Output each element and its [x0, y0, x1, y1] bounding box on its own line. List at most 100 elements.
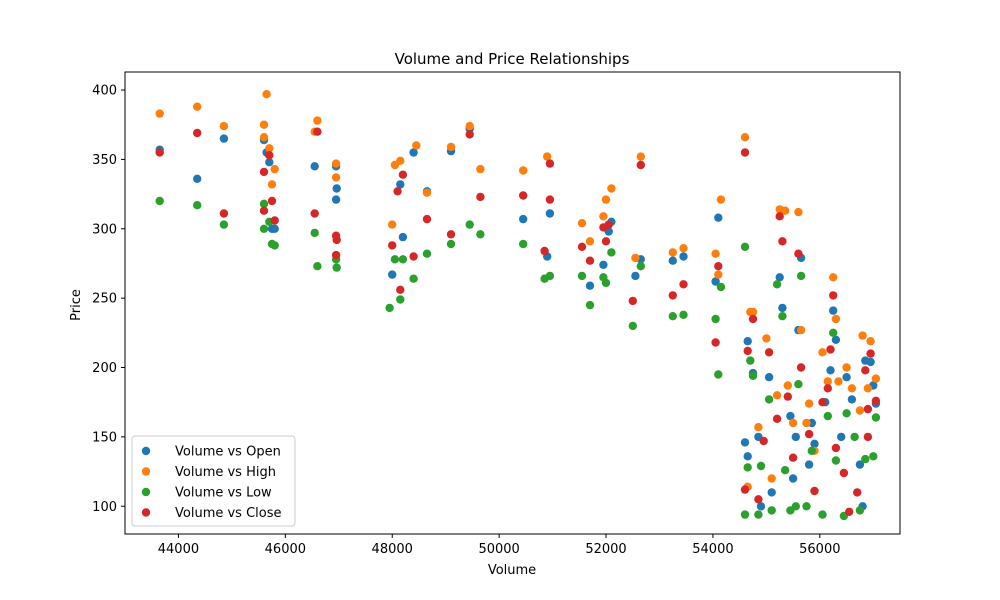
data-point	[842, 363, 851, 372]
data-point	[679, 244, 688, 253]
x-tick-label: 56000	[799, 542, 840, 557]
data-point	[628, 296, 637, 306]
data-point	[446, 230, 456, 239]
data-point	[762, 334, 771, 343]
data-point	[545, 159, 555, 168]
data-point	[601, 195, 611, 204]
data-point	[804, 460, 814, 469]
data-point	[826, 345, 835, 354]
y-tick-label: 400	[92, 84, 117, 99]
data-point	[823, 411, 832, 421]
data-point	[855, 506, 865, 515]
legend-label: Volume vs Close	[175, 506, 282, 521]
data-point	[465, 130, 474, 139]
data-point	[465, 220, 474, 229]
data-point	[577, 271, 587, 281]
data-point	[390, 255, 400, 264]
data-point	[393, 187, 402, 196]
data-point	[754, 510, 763, 519]
x-axis-title: Volume	[488, 563, 536, 578]
data-point	[631, 253, 640, 263]
data-point	[631, 271, 640, 281]
data-point	[772, 280, 782, 289]
legend-marker	[141, 487, 151, 497]
data-point	[331, 250, 341, 260]
data-point	[636, 262, 645, 271]
data-point	[829, 328, 838, 337]
data-point	[519, 214, 528, 224]
data-point	[866, 357, 875, 367]
data-point	[270, 224, 279, 233]
data-point	[866, 349, 875, 358]
data-point	[775, 212, 784, 221]
data-point	[767, 488, 776, 497]
legend-label: Volume vs Low	[175, 486, 272, 501]
x-tick-label: 50000	[478, 542, 519, 557]
data-point	[796, 271, 806, 281]
data-point	[259, 206, 269, 215]
data-point	[855, 406, 865, 415]
data-point	[711, 314, 720, 324]
data-point	[604, 220, 613, 229]
data-point	[791, 432, 800, 442]
data-point	[714, 370, 723, 379]
data-point	[796, 363, 806, 372]
data-point	[262, 90, 271, 99]
data-point	[332, 184, 341, 193]
data-point	[265, 144, 274, 153]
data-point	[388, 270, 397, 279]
data-point	[740, 485, 750, 494]
data-point	[388, 220, 397, 229]
data-point	[388, 241, 397, 250]
data-point	[585, 256, 595, 265]
x-tick-label: 48000	[372, 542, 413, 557]
data-point	[754, 423, 763, 432]
y-axis-title: Price	[69, 289, 84, 321]
data-point	[409, 252, 418, 261]
data-point	[259, 224, 269, 233]
data-point	[804, 399, 814, 408]
data-point	[331, 195, 341, 204]
y-tick-label: 200	[92, 361, 117, 376]
data-point	[577, 242, 587, 251]
data-point	[599, 212, 608, 221]
data-point	[545, 209, 555, 218]
data-point	[794, 207, 803, 217]
data-point	[743, 452, 752, 461]
data-point	[748, 371, 758, 380]
data-point	[259, 133, 269, 142]
y-tick-label: 300	[92, 222, 117, 237]
data-point	[754, 495, 763, 504]
data-point	[853, 488, 862, 497]
data-point	[331, 173, 341, 182]
data-point	[756, 502, 766, 511]
data-point	[398, 170, 408, 179]
data-point	[668, 248, 677, 257]
legend-marker	[141, 446, 151, 456]
data-point	[861, 454, 870, 464]
data-point	[831, 443, 841, 453]
data-point	[740, 242, 750, 251]
x-tick-label: 52000	[585, 542, 626, 557]
data-point	[866, 337, 875, 346]
data-point	[783, 392, 792, 401]
y-tick-label: 350	[92, 153, 117, 168]
data-point	[714, 262, 723, 271]
data-point	[446, 239, 456, 249]
data-point	[823, 377, 832, 386]
data-point	[599, 260, 608, 269]
data-point	[422, 214, 432, 224]
data-point	[794, 249, 803, 258]
data-point	[839, 468, 849, 478]
data-point	[746, 356, 755, 365]
series-3	[155, 196, 881, 521]
data-point	[780, 206, 790, 215]
data-point	[711, 249, 720, 258]
data-point	[310, 228, 319, 238]
data-point	[519, 191, 528, 200]
data-point	[265, 151, 274, 160]
y-tick-label: 250	[92, 292, 117, 307]
data-point	[446, 142, 456, 152]
data-point	[270, 241, 279, 250]
data-point	[767, 506, 776, 515]
